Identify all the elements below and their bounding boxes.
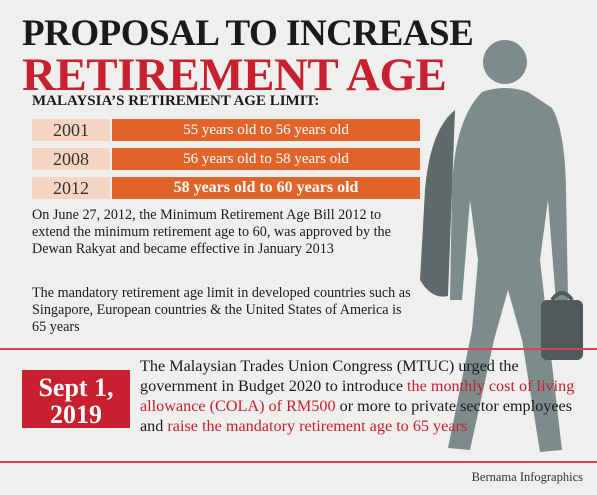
year: 2001 <box>32 119 110 141</box>
paragraph: On June 27, 2012, the Minimum Retirement… <box>32 207 391 257</box>
year: 2008 <box>32 148 110 170</box>
text: The Malaysian Trades Union Congress (MTU… <box>140 357 519 395</box>
highlight-text: raise the mandatory retirement age to 65… <box>167 417 468 435</box>
credit: Bernama Infographics <box>471 470 583 484</box>
paragraph: The mandatory retirement age limit in de… <box>32 285 411 335</box>
divider <box>0 461 597 463</box>
title-line: PROPOSAL TO INCREASE <box>22 13 474 54</box>
change: 58 years old to 60 years old <box>112 177 420 199</box>
callout-date: Sept 1, 2019 <box>22 370 130 428</box>
highlight-text: the monthly cost of living allowance (CO… <box>140 377 575 415</box>
year: 2012 <box>32 177 110 199</box>
divider <box>0 348 597 350</box>
title-line: RETIREMENT AGE <box>22 49 447 101</box>
change: 56 years old to 58 years old <box>112 148 420 170</box>
date-line: 2019 <box>50 400 102 429</box>
callout-text: The Malaysian Trades Union Congress (MTU… <box>140 356 590 436</box>
text: or more to private sector employees and <box>140 397 572 435</box>
change: 55 years old to 56 years old <box>112 119 420 141</box>
date-line: Sept 1, <box>38 373 114 402</box>
subtitle: MALAYSIA’S RETIREMENT AGE LIMIT: <box>32 93 320 109</box>
